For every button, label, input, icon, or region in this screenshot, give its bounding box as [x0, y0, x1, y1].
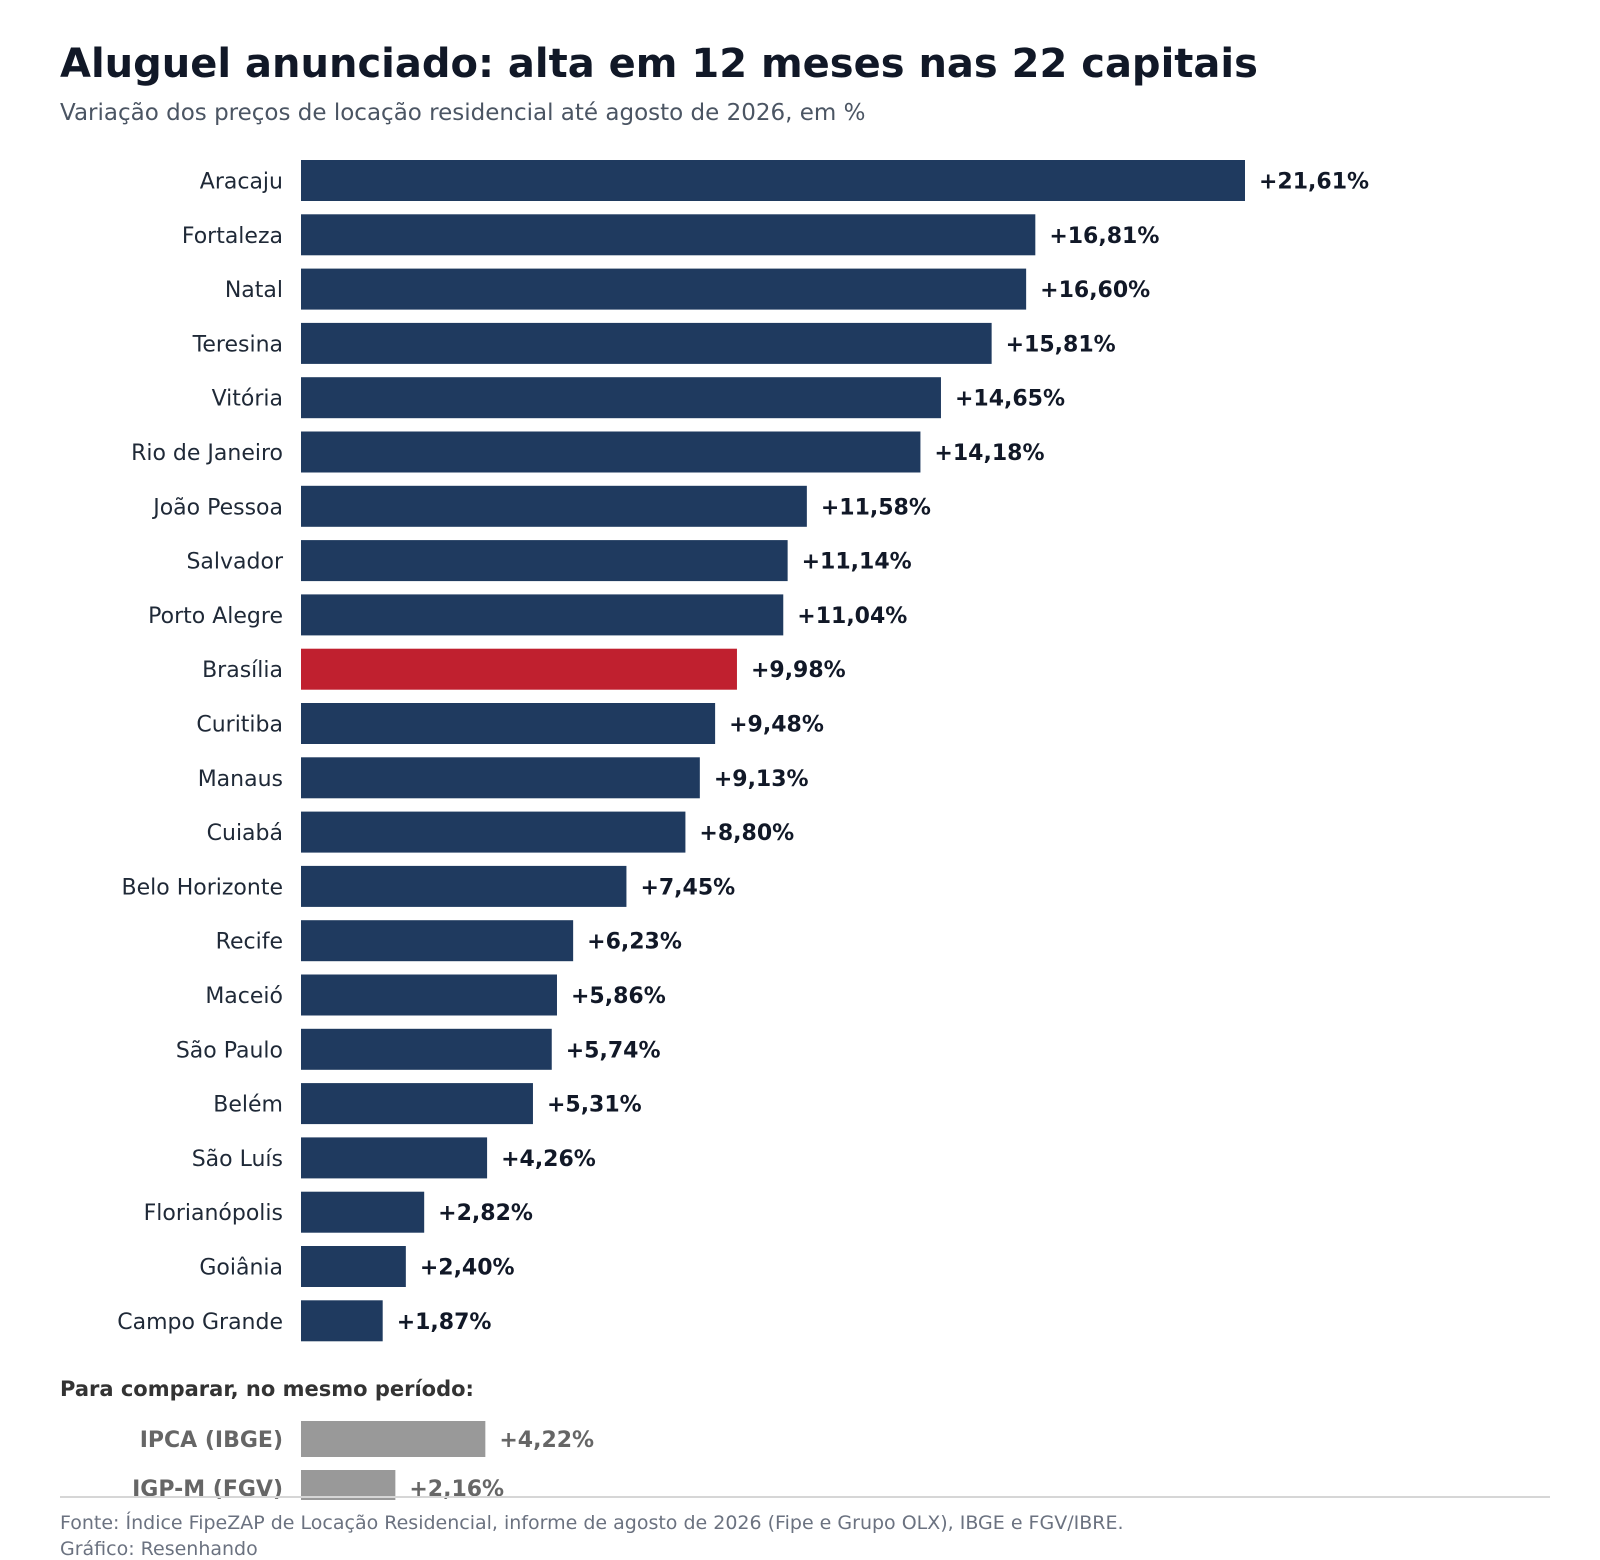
bar — [301, 1300, 383, 1342]
category-label: Vitória — [212, 387, 283, 412]
comparison-data-label: +4,22% — [499, 1428, 594, 1453]
data-label: +4,26% — [501, 1147, 596, 1172]
bar — [301, 160, 1245, 201]
bar — [301, 540, 788, 582]
data-label: +5,74% — [566, 1038, 661, 1063]
bar — [301, 811, 686, 853]
bar — [301, 214, 1036, 256]
source-note: Fonte: Índice FipeZAP de Locação Residen… — [60, 1512, 1124, 1534]
category-label: Florianópolis — [144, 1201, 283, 1226]
category-label: João Pessoa — [151, 495, 283, 520]
comparison-data-label: +2,16% — [409, 1477, 504, 1500]
category-label: Aracaju — [200, 170, 283, 195]
category-label: Manaus — [198, 767, 283, 792]
chart-subtitle: Variação dos preços de locação residenci… — [60, 100, 866, 126]
data-label: +9,13% — [714, 767, 809, 792]
bar — [301, 920, 574, 962]
bar — [301, 648, 737, 690]
bar — [301, 1191, 425, 1233]
comparison-title: Para comparar, no mesmo período: — [60, 1377, 474, 1401]
bar-chart: Aracaju +21,61% Fortaleza +16,81% Natal +16,6… — [60, 160, 1369, 1500]
category-label: Goiânia — [199, 1256, 283, 1281]
data-label: +1,87% — [397, 1310, 492, 1335]
data-label: +14,65% — [955, 387, 1065, 412]
category-label: Fortaleza — [182, 224, 283, 249]
category-label: Brasília — [202, 658, 283, 683]
bar — [301, 1028, 552, 1070]
comparison-label: IPCA (IBGE) — [140, 1428, 283, 1453]
comparison-bar — [301, 1421, 486, 1457]
bar — [301, 1246, 406, 1287]
category-label: Recife — [216, 930, 283, 955]
data-label: +11,58% — [821, 495, 931, 520]
chart-title: Aluguel anunciado: alta em 12 meses nas … — [60, 41, 1258, 87]
data-label: +9,98% — [751, 658, 846, 683]
bar — [301, 974, 557, 1016]
data-label: +8,80% — [699, 821, 794, 846]
data-label: +16,60% — [1040, 278, 1150, 303]
category-label: São Luís — [192, 1147, 283, 1172]
bar — [301, 322, 992, 364]
data-label: +5,86% — [571, 984, 666, 1009]
data-label: +14,18% — [934, 441, 1044, 466]
category-label: Salvador — [186, 550, 283, 575]
bar — [301, 703, 716, 744]
data-label: +7,45% — [640, 875, 735, 900]
data-label: +5,31% — [547, 1093, 642, 1118]
category-label: Belo Horizonte — [122, 875, 283, 900]
bar — [301, 865, 627, 907]
data-label: +11,14% — [802, 550, 912, 575]
data-label: +9,48% — [729, 713, 824, 738]
category-label: Belém — [213, 1093, 283, 1118]
bar — [301, 1083, 533, 1125]
category-label: Maceió — [205, 984, 283, 1009]
data-label: +11,04% — [797, 604, 907, 629]
data-label: +15,81% — [1006, 332, 1116, 357]
bar — [301, 377, 941, 419]
bar — [301, 594, 784, 636]
comparison-bar — [301, 1470, 396, 1500]
category-label: São Paulo — [176, 1038, 283, 1063]
chart-credit: Gráfico: Resenhando — [60, 1538, 258, 1560]
bar — [301, 757, 700, 799]
bar — [301, 268, 1027, 310]
comparison-label: IGP-M (FGV) — [132, 1477, 283, 1500]
data-label: +21,61% — [1259, 170, 1369, 195]
category-label: Porto Alegre — [148, 604, 283, 629]
category-label: Teresina — [192, 332, 283, 357]
data-label: +16,81% — [1049, 224, 1159, 249]
category-label: Rio de Janeiro — [131, 441, 283, 466]
bar — [301, 485, 807, 527]
bar — [301, 1137, 488, 1179]
data-label: +2,82% — [438, 1201, 533, 1226]
category-label: Natal — [225, 278, 283, 303]
category-label: Campo Grande — [117, 1310, 283, 1335]
footer-divider — [60, 1496, 1550, 1498]
category-label: Curitiba — [196, 713, 283, 738]
category-label: Cuiabá — [207, 821, 283, 846]
data-label: +2,40% — [420, 1256, 515, 1281]
data-label: +6,23% — [587, 930, 682, 955]
bar — [301, 431, 921, 473]
